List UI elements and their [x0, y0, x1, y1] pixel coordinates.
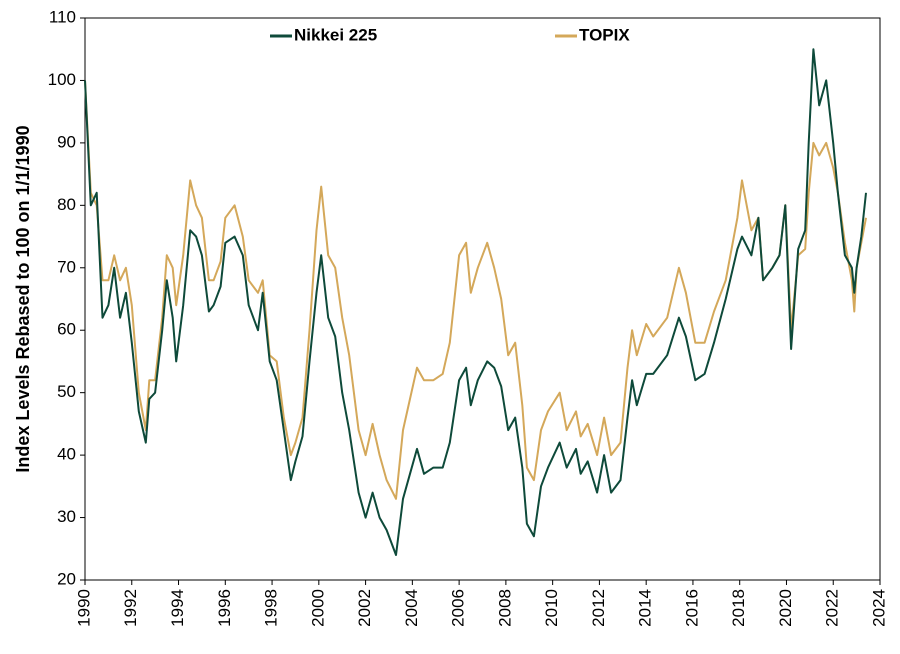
- y-tick-label: 60: [57, 320, 76, 339]
- y-tick-label: 80: [57, 195, 76, 214]
- x-tick-label: 2022: [823, 589, 842, 627]
- y-tick-label: 50: [57, 382, 76, 401]
- x-tick-label: 1990: [74, 589, 93, 627]
- x-tick-label: 2000: [308, 589, 327, 627]
- x-tick-label: 2002: [355, 589, 374, 627]
- x-tick-label: 1994: [168, 589, 187, 627]
- y-tick-label: 40: [57, 445, 76, 464]
- x-tick-label: 1998: [262, 589, 281, 627]
- legend-label: Nikkei 225: [294, 25, 377, 44]
- y-tick-label: 20: [57, 569, 76, 588]
- plot-frame: [84, 17, 881, 581]
- x-tick-label: 2004: [402, 589, 421, 627]
- y-tick-label: 110: [49, 7, 76, 26]
- legend-label: TOPIX: [579, 25, 630, 44]
- x-tick-label: 2010: [542, 589, 561, 627]
- x-tick-label: 2016: [682, 589, 701, 627]
- y-tick-label: 30: [57, 507, 76, 526]
- x-tick-label: 2008: [495, 589, 514, 627]
- x-tick-label: 2012: [589, 589, 608, 627]
- x-tick-label: 2020: [776, 589, 795, 627]
- y-tick-label: 90: [57, 132, 76, 151]
- y-tick-label: 100: [48, 70, 76, 89]
- x-tick-label: 2024: [869, 589, 888, 627]
- series-line: [84, 48, 867, 556]
- x-tick-label: 1992: [121, 589, 140, 627]
- y-axis-label: Index Levels Rebased to 100 on 1/1/1990: [13, 125, 33, 472]
- x-tick-label: 2018: [729, 589, 748, 627]
- x-tick-label: 2006: [449, 589, 468, 627]
- x-tick-label: 2014: [636, 589, 655, 627]
- y-tick-label: 70: [57, 257, 76, 276]
- series-line: [84, 80, 867, 500]
- x-tick-label: 1996: [215, 589, 234, 627]
